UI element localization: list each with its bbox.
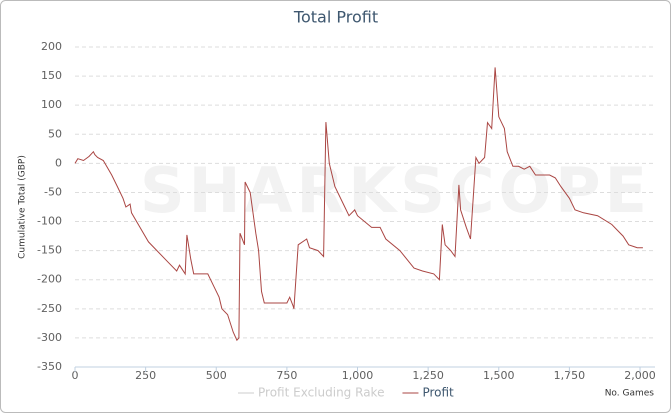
x-tick-label: 0 <box>72 369 79 382</box>
x-axis-title: No. Games <box>605 389 655 399</box>
y-tick-label: 50 <box>48 127 62 140</box>
y-tick-label: 150 <box>41 69 62 82</box>
x-tick-label: 750 <box>276 369 297 382</box>
x-tick-label: 1,750 <box>554 369 586 382</box>
x-tick-label: 250 <box>135 369 156 382</box>
y-tick-label: -50 <box>44 185 62 198</box>
y-tick-label: 100 <box>41 98 62 111</box>
y-tick-label: -200 <box>37 273 62 286</box>
y-tick-label: -150 <box>37 244 62 257</box>
y-tick-label: -300 <box>37 331 62 344</box>
y-tick-label: -250 <box>37 302 62 315</box>
x-tick-label: 500 <box>206 369 227 382</box>
series-line <box>74 67 643 342</box>
legend-label[interactable]: Profit Excluding Rake <box>258 386 384 400</box>
watermark: SHARKSCOPE <box>140 154 651 227</box>
y-tick-label: -350 <box>37 360 62 373</box>
y-tick-label: -100 <box>37 215 62 228</box>
x-tick-label: 2,000 <box>624 369 656 382</box>
x-tick-label: 1,250 <box>412 369 444 382</box>
y-tick-label: 0 <box>55 156 62 169</box>
chart-title: Total Profit <box>293 8 378 27</box>
y-axis-title: Cumulative Total (GBP) <box>18 155 28 259</box>
y-tick-label: 200 <box>41 40 62 53</box>
x-tick-label: 1,000 <box>342 369 374 382</box>
x-tick-label: 1,500 <box>483 369 515 382</box>
legend-label[interactable]: Profit <box>422 386 454 400</box>
